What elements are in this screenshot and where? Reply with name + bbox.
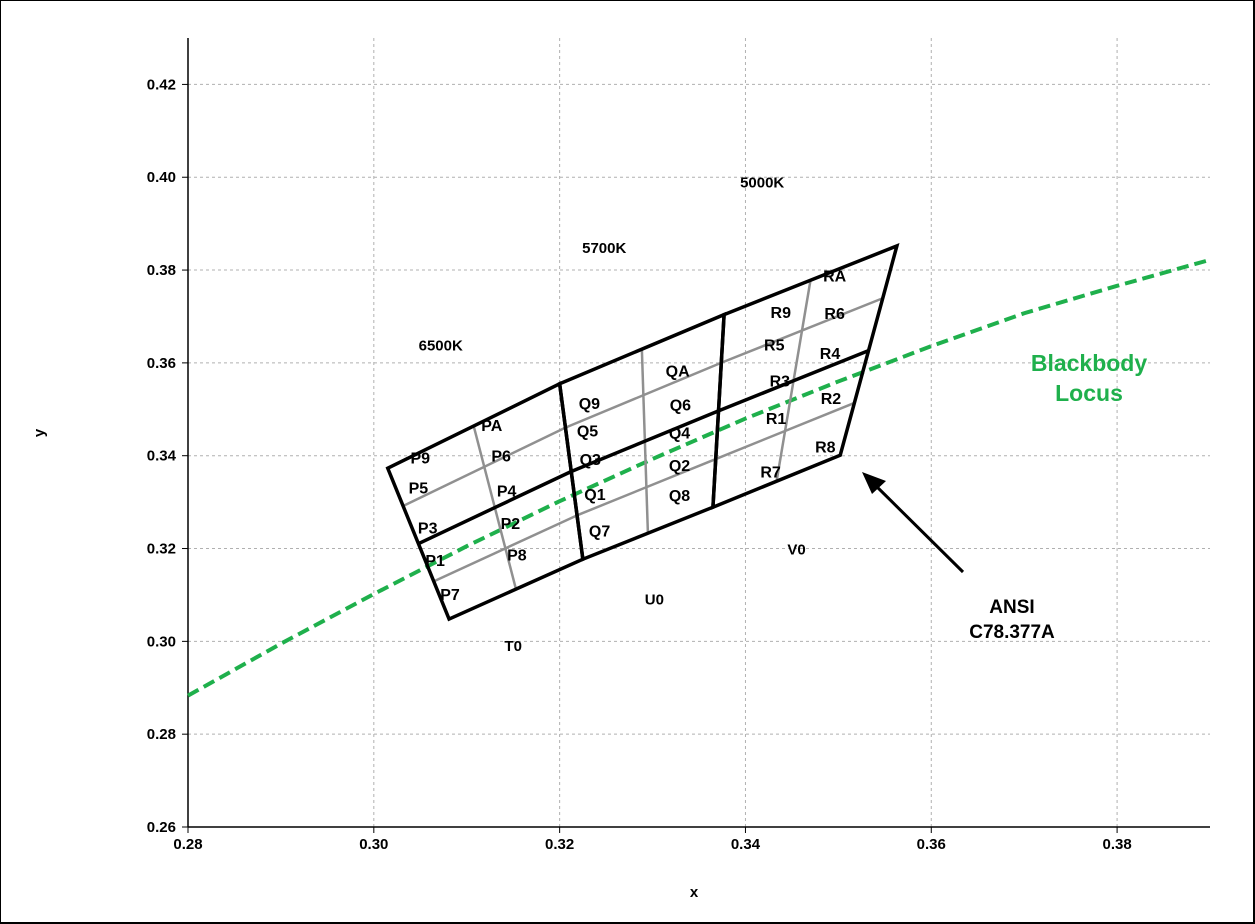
annotation-arrow (868, 478, 965, 574)
region-label: U0 (645, 592, 664, 609)
y-tick-label: 0.32 (147, 541, 176, 558)
bin-label: R6 (824, 306, 845, 323)
bin-label: Q6 (670, 398, 691, 415)
locus-label-line1: Blackbody (1031, 350, 1148, 376)
x-tick-label: 0.28 (173, 836, 202, 853)
bin-label: Q3 (580, 452, 601, 469)
region-label: 5000K (740, 174, 784, 191)
bin-label: P9 (410, 451, 430, 468)
quadrangles (385, 243, 900, 622)
x-axis-label: x (690, 884, 699, 901)
bin-label: P6 (491, 449, 511, 466)
locus-label-line2: Locus (1055, 380, 1123, 406)
y-tick-label: 0.30 (147, 633, 176, 650)
bin-label: Q4 (669, 426, 690, 443)
y-tick-label: 0.34 (147, 448, 177, 465)
x-tick-label: 0.32 (545, 836, 574, 853)
y-tick-label: 0.28 (147, 726, 176, 743)
region-label: 6500K (419, 338, 463, 355)
blackbody-locus (187, 257, 1211, 698)
bin-label: P5 (409, 480, 429, 497)
bin-label: R1 (766, 411, 787, 428)
bin-label: P8 (507, 548, 527, 565)
annotation-line2: C78.377A (969, 622, 1055, 643)
bin-label: QA (666, 363, 690, 380)
bin-label: R9 (771, 305, 792, 322)
bin-label: P2 (501, 516, 521, 533)
region-label: V0 (787, 541, 805, 558)
bin-label: R7 (760, 464, 781, 481)
bin-label: PA (481, 418, 502, 435)
bin-label: Q2 (669, 458, 690, 475)
bin-label: Q5 (577, 424, 598, 441)
bin-label: Q8 (669, 488, 690, 505)
bin-label: R5 (764, 337, 785, 354)
blackbody-locus-line (187, 257, 1211, 698)
bin-label: P1 (425, 553, 445, 570)
bin-label: R8 (815, 439, 836, 456)
bin-label: R3 (770, 374, 791, 391)
x-tick-label: 0.38 (1102, 836, 1131, 853)
bin-label: P3 (418, 521, 438, 538)
region-labels: 6500K 5700K 5000K T0 U0 V0 (419, 174, 806, 655)
region-label: 5700K (582, 240, 626, 257)
bin-label: P4 (497, 484, 517, 501)
tick-labels: 0.28 0.30 0.32 0.34 0.36 0.380.260.280.300.32… (147, 76, 1132, 853)
y-tick-label: 0.40 (147, 169, 176, 186)
y-tick-label: 0.36 (147, 355, 176, 372)
bin-divider-black (717, 348, 870, 413)
annotation-line1: ANSI (989, 597, 1034, 618)
y-tick-label: 0.26 (147, 819, 176, 836)
bin-divider-black (417, 469, 572, 546)
bin-label: Q1 (584, 487, 605, 504)
bin-label: R4 (820, 346, 841, 363)
annotation-arrowhead (862, 472, 886, 494)
bin-label: P7 (440, 587, 460, 604)
bin-label: R2 (821, 391, 842, 408)
x-tick-label: 0.30 (359, 836, 388, 853)
y-tick-label: 0.42 (147, 76, 176, 93)
bin-label: Q9 (579, 396, 600, 413)
region-label: T0 (504, 638, 522, 655)
y-axis-label: y (31, 428, 48, 437)
bin-label: RA (823, 269, 847, 286)
bin-labels: PA P9 P6 P5 P4 P3 P2 P1 P8 P7 QA Q9 Q6 Q5 Q4 Q3 Q2 Q1 Q8 Q7… (409, 269, 847, 604)
x-tick-label: 0.36 (917, 836, 946, 853)
y-tick-label: 0.38 (147, 262, 176, 279)
bin-divider-black (570, 409, 720, 474)
bin-label: Q7 (589, 523, 610, 540)
quadrangle-outline (711, 243, 900, 510)
x-tick-label: 0.34 (731, 836, 761, 853)
